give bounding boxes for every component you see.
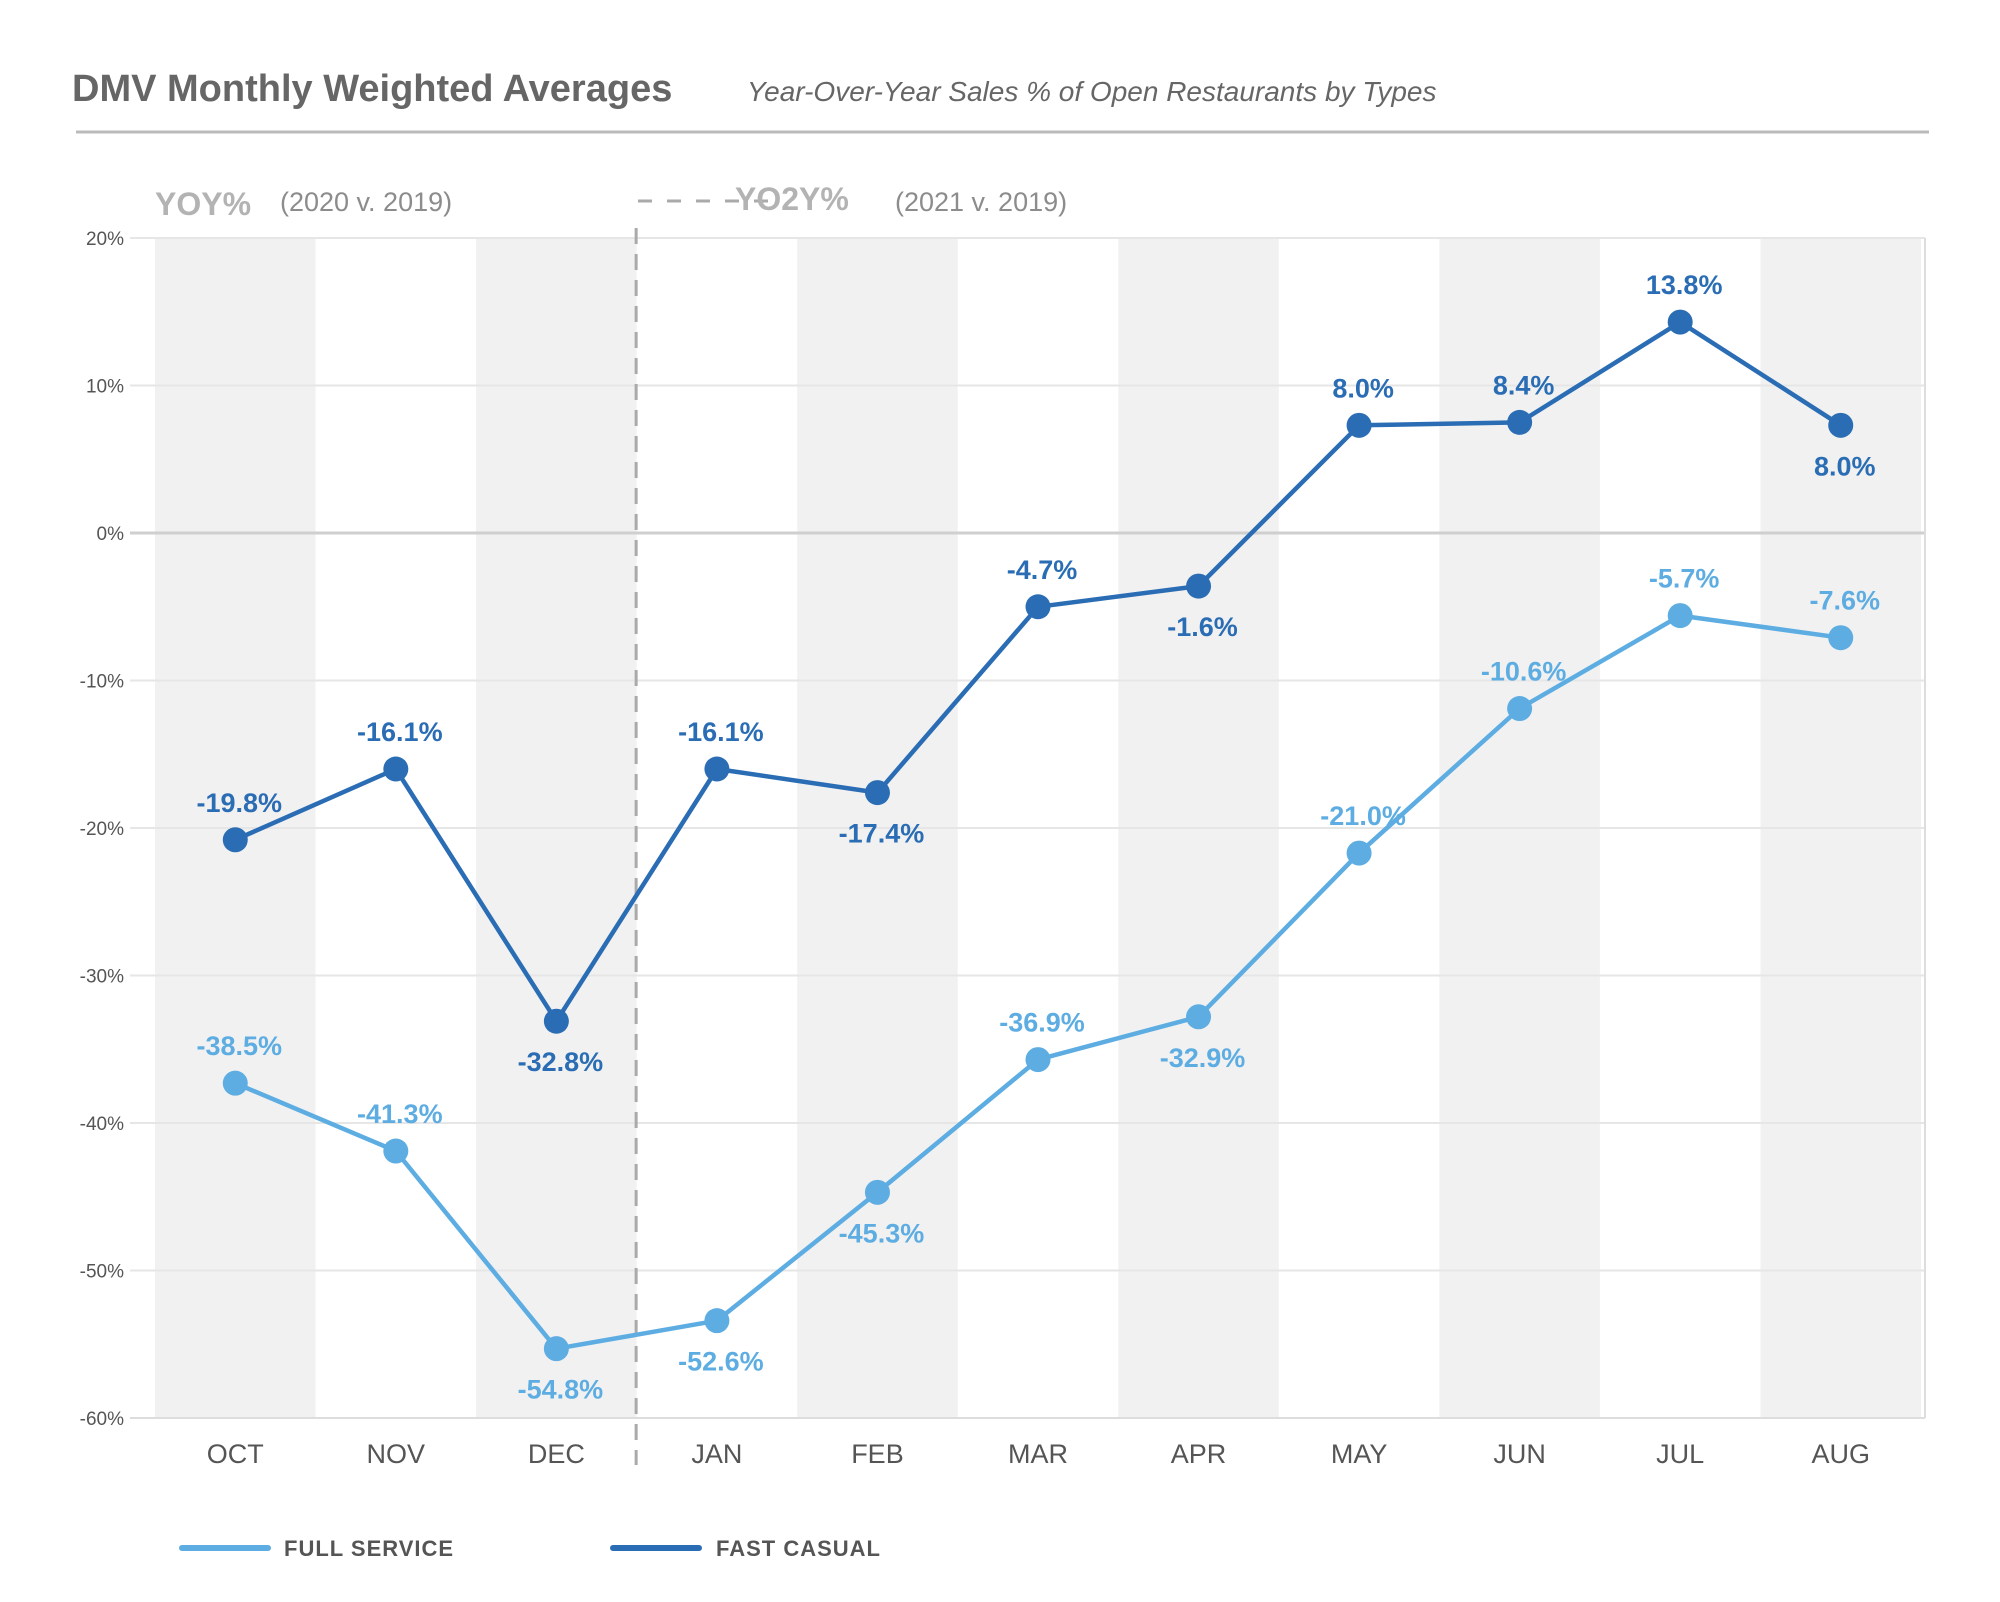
- point-full-service: [543, 1336, 569, 1362]
- data-label-fast-casual: -4.7%: [1007, 555, 1078, 585]
- data-label-full-service: -21.0%: [1320, 801, 1406, 831]
- point-fast-casual: [1186, 573, 1212, 599]
- point-fast-casual: [1025, 594, 1051, 620]
- series-labels: -38.5% -41.3% -54.8% -52.6% -45.3% -36.9% -32.…: [196, 270, 1880, 1405]
- chart-subtitle: Year-Over-Year Sales % of Open Restauran…: [747, 76, 1436, 107]
- point-full-service: [383, 1138, 409, 1164]
- y-tick-label: -20%: [80, 819, 124, 840]
- series-points: [222, 309, 1854, 1362]
- point-fast-casual: [704, 756, 730, 782]
- data-label-fast-casual: 8.0%: [1814, 451, 1876, 481]
- point-full-service: [864, 1179, 890, 1205]
- data-label-fast-casual: -32.8%: [518, 1047, 604, 1077]
- x-tick-label: OCT: [207, 1439, 264, 1469]
- data-label-full-service: -45.3%: [839, 1218, 925, 1248]
- point-full-service: [1828, 625, 1854, 651]
- data-label-fast-casual: 8.0%: [1332, 373, 1394, 403]
- data-label-fast-casual: -1.6%: [1167, 612, 1238, 642]
- y-tick-label: -10%: [80, 672, 124, 693]
- x-tick-label: AUG: [1811, 1439, 1870, 1469]
- data-label-fast-casual: -19.8%: [196, 788, 282, 818]
- x-tick-label: MAY: [1331, 1439, 1388, 1469]
- point-fast-casual: [1667, 309, 1693, 335]
- y-tick-label: 10%: [86, 377, 124, 398]
- point-full-service: [1667, 603, 1693, 629]
- y-tick-label: -30%: [80, 967, 124, 988]
- x-tick-label: NOV: [367, 1439, 426, 1469]
- period-yo2y-sub: (2021 v. 2019): [895, 187, 1067, 217]
- data-label-fast-casual: -16.1%: [678, 717, 764, 747]
- x-tick-label: FEB: [851, 1439, 904, 1469]
- data-label-full-service: -52.6%: [678, 1347, 764, 1377]
- data-label-fast-casual: -16.1%: [357, 717, 443, 747]
- gridlines: [130, 237, 1926, 1419]
- point-full-service: [1346, 840, 1372, 866]
- point-fast-casual: [1507, 409, 1533, 435]
- period-yoy-label: YOY%: [155, 186, 251, 222]
- point-fast-casual: [543, 1008, 569, 1034]
- point-full-service: [1507, 696, 1533, 722]
- data-label-full-service: -41.3%: [357, 1099, 443, 1129]
- point-fast-casual: [383, 756, 409, 782]
- x-tick-label: DEC: [528, 1439, 585, 1469]
- x-tick-label: JUN: [1493, 1439, 1546, 1469]
- y-tick-label: -60%: [80, 1409, 124, 1430]
- data-label-full-service: -32.9%: [1160, 1043, 1246, 1073]
- legend: FULL SERVICE FAST CASUAL: [179, 1536, 881, 1561]
- data-label-full-service: -38.5%: [196, 1031, 282, 1061]
- y-tick-label: -50%: [80, 1262, 124, 1283]
- x-tick-label: APR: [1171, 1439, 1227, 1469]
- legend-label-fast-casual: FAST CASUAL: [716, 1536, 881, 1561]
- x-axis: OCT NOV DEC JAN FEB MAR APR MAY JUN JUL AUG: [207, 1439, 1870, 1469]
- point-fast-casual: [864, 780, 890, 806]
- point-full-service: [704, 1308, 730, 1334]
- y-tick-label: 0%: [97, 524, 125, 545]
- chart-title: DMV Monthly Weighted Averages: [72, 68, 672, 110]
- period-yoy-sub: (2020 v. 2019): [280, 187, 452, 217]
- y-axis: 20% 10% 0% -10% -20% -30% -40% -50% -60%: [80, 229, 124, 1430]
- point-full-service: [222, 1070, 248, 1096]
- data-label-fast-casual: 13.8%: [1646, 270, 1723, 300]
- data-label-full-service: -54.8%: [518, 1375, 604, 1405]
- data-label-full-service: -10.6%: [1481, 657, 1567, 687]
- legend-label-full-service: FULL SERVICE: [284, 1536, 454, 1561]
- point-fast-casual: [1346, 412, 1372, 438]
- data-label-fast-casual: 8.4%: [1493, 370, 1555, 400]
- point-full-service: [1025, 1047, 1051, 1073]
- point-full-service: [1186, 1004, 1212, 1030]
- period-yo2y-label: YO2Y%: [735, 181, 849, 217]
- x-tick-label: MAR: [1008, 1439, 1068, 1469]
- data-label-fast-casual: -17.4%: [839, 819, 925, 849]
- x-tick-label: JUL: [1656, 1439, 1704, 1469]
- point-fast-casual: [1828, 412, 1854, 438]
- y-tick-label: 20%: [86, 229, 124, 250]
- y-tick-label: -40%: [80, 1114, 124, 1135]
- x-tick-label: JAN: [691, 1439, 742, 1469]
- data-label-full-service: -5.7%: [1649, 564, 1720, 594]
- data-label-full-service: -36.9%: [999, 1008, 1085, 1038]
- point-fast-casual: [222, 827, 248, 853]
- data-label-full-service: -7.6%: [1809, 586, 1880, 616]
